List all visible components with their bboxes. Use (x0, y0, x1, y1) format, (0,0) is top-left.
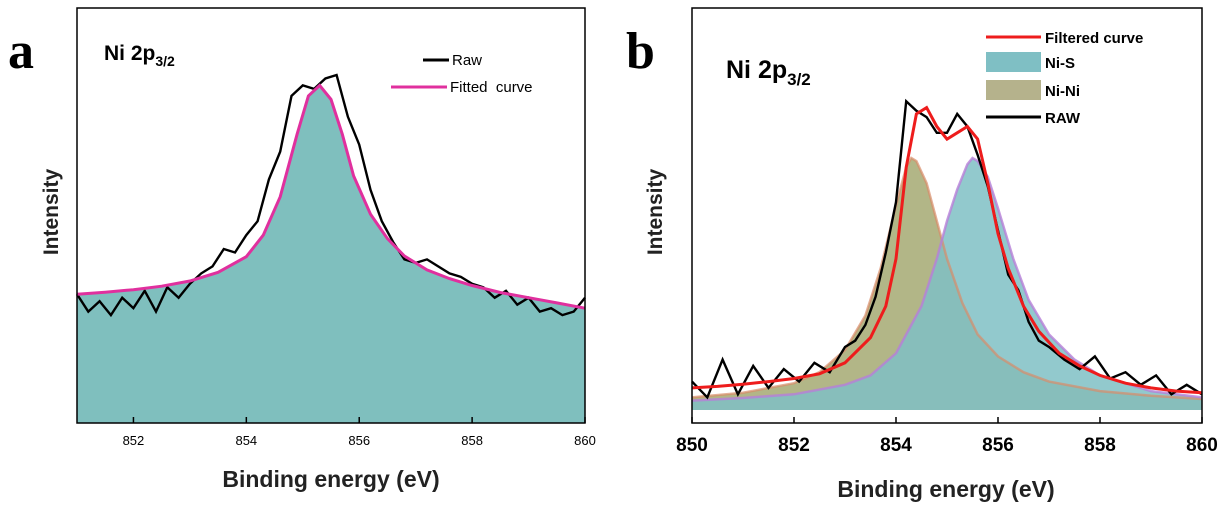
area-fill-a (77, 85, 585, 424)
x-b-tick-label-858: 858 (1084, 435, 1116, 456)
legend-label-filtered-curve: Filtered curve (1045, 30, 1143, 47)
legend-label-ni-ni: Ni-Ni (1045, 83, 1080, 100)
x-b-tick-label-854: 854 (880, 435, 912, 456)
x-a-tick-label-858: 858 (461, 433, 483, 448)
panel-title-b: Ni 2p3/2 (726, 56, 811, 89)
x-b-tick-label-860: 860 (1186, 435, 1218, 456)
fitted-curve-line-a (76, 83, 586, 310)
legend-a: Raw Fitted curve (391, 52, 533, 96)
x-a-tick-label-852: 852 (123, 433, 145, 448)
y-axis-label-b: Intensity (644, 169, 667, 256)
ni-ni-envelope (691, 156, 1203, 401)
panel-title-a: Ni 2p3/2 (104, 42, 175, 69)
legend-label-raw: Raw (452, 52, 482, 69)
x-b-tick-label-852: 852 (778, 435, 810, 456)
legend-swatch-ni-s (986, 52, 1041, 72)
ni-s-envelope (691, 156, 1203, 402)
plot-area-b (691, 98, 1203, 410)
panel-letter-b: b (626, 23, 655, 80)
legend-label-ni-s: Ni-S (1045, 55, 1075, 72)
x-ticks-a: 852 854 856 858 860 (123, 417, 596, 448)
x-b-tick-label-850: 850 (676, 435, 708, 456)
legend-label-fitted-curve: Fitted curve (450, 79, 533, 96)
y-axis-label-a: Intensity (40, 169, 63, 256)
panel-b: b 850 852 854 856 858 860 Ni 2p3/2 Filtered c… (626, 7, 1218, 502)
plot-frame-a (76, 7, 586, 424)
x-axis-label-b: Binding energy (eV) (837, 476, 1054, 502)
plot-frame-b (691, 7, 1203, 424)
panel-a: a 852 854 856 858 860 Ni 2p3/2 Raw Fitted cu… (8, 7, 596, 492)
x-ticks-b: 850 852 854 856 858 860 (676, 417, 1218, 456)
filtered-curve-line-b (691, 105, 1203, 395)
x-b-tick-label-856: 856 (982, 435, 1014, 456)
raw-line-a (75, 73, 586, 318)
ni-s-fill (692, 158, 1202, 410)
x-a-tick-label-854: 854 (235, 433, 257, 448)
legend-label-raw-b: RAW (1045, 110, 1081, 127)
legend-b: Filtered curve Ni-S Ni-Ni RAW (986, 30, 1143, 127)
x-a-tick-label-856: 856 (348, 433, 370, 448)
legend-swatch-ni-ni (986, 80, 1041, 100)
panel-letter-a: a (8, 23, 34, 80)
x-axis-label-a: Binding energy (eV) (222, 466, 439, 492)
plot-area-a (75, 73, 586, 424)
x-a-tick-label-860: 860 (574, 433, 596, 448)
